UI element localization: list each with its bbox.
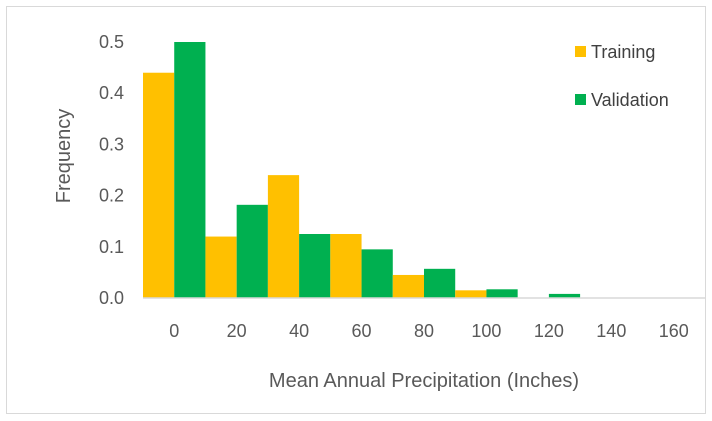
- x-tick-label: 20: [227, 321, 247, 341]
- bar-validation-100: [486, 289, 518, 298]
- x-tick-label: 160: [659, 321, 689, 341]
- x-tick-label: 100: [471, 321, 501, 341]
- bar-training-60: [330, 234, 362, 298]
- y-tick-label: 0.5: [99, 32, 124, 52]
- bars-layer: [143, 42, 581, 298]
- legend-label-validation: Validation: [591, 90, 669, 110]
- y-tick-label: 0.2: [99, 186, 124, 206]
- bar-training-80: [392, 274, 424, 298]
- bar-validation-80: [424, 268, 456, 298]
- x-tick-label: 0: [169, 321, 179, 341]
- bar-validation-20: [236, 204, 268, 298]
- y-axis-title: Frequency: [53, 109, 75, 204]
- bar-validation-0: [174, 42, 206, 298]
- y-tick-labels: 0.0 0.1 0.2 0.3 0.4 0.5: [99, 32, 124, 308]
- x-axis-title: Mean Annual Precipitation (Inches): [269, 370, 579, 392]
- y-tick-label: 0.4: [99, 83, 124, 103]
- y-tick-label: 0.3: [99, 134, 124, 154]
- legend-swatch-training: [575, 46, 586, 57]
- bar-training-20: [205, 236, 237, 298]
- bar-validation-120: [548, 293, 581, 298]
- legend: Training Validation: [575, 42, 669, 110]
- bar-training-100: [455, 290, 487, 298]
- bar-training-40: [267, 175, 300, 298]
- y-tick-label: 0.0: [99, 288, 124, 308]
- legend-label-training: Training: [591, 42, 655, 62]
- x-tick-label: 80: [414, 321, 434, 341]
- bar-validation-60: [361, 249, 393, 298]
- x-tick-label: 120: [534, 321, 564, 341]
- y-tick-label: 0.1: [99, 237, 124, 257]
- x-tick-label: 60: [352, 321, 372, 341]
- x-tick-labels: 0 20 40 60 80 100 120 140 160: [169, 321, 689, 341]
- chart-frame: [6, 6, 706, 414]
- legend-swatch-validation: [575, 94, 586, 105]
- bar-training-0: [143, 72, 175, 298]
- x-tick-label: 40: [289, 321, 309, 341]
- x-tick-label: 140: [596, 321, 626, 341]
- bar-validation-40: [299, 234, 331, 298]
